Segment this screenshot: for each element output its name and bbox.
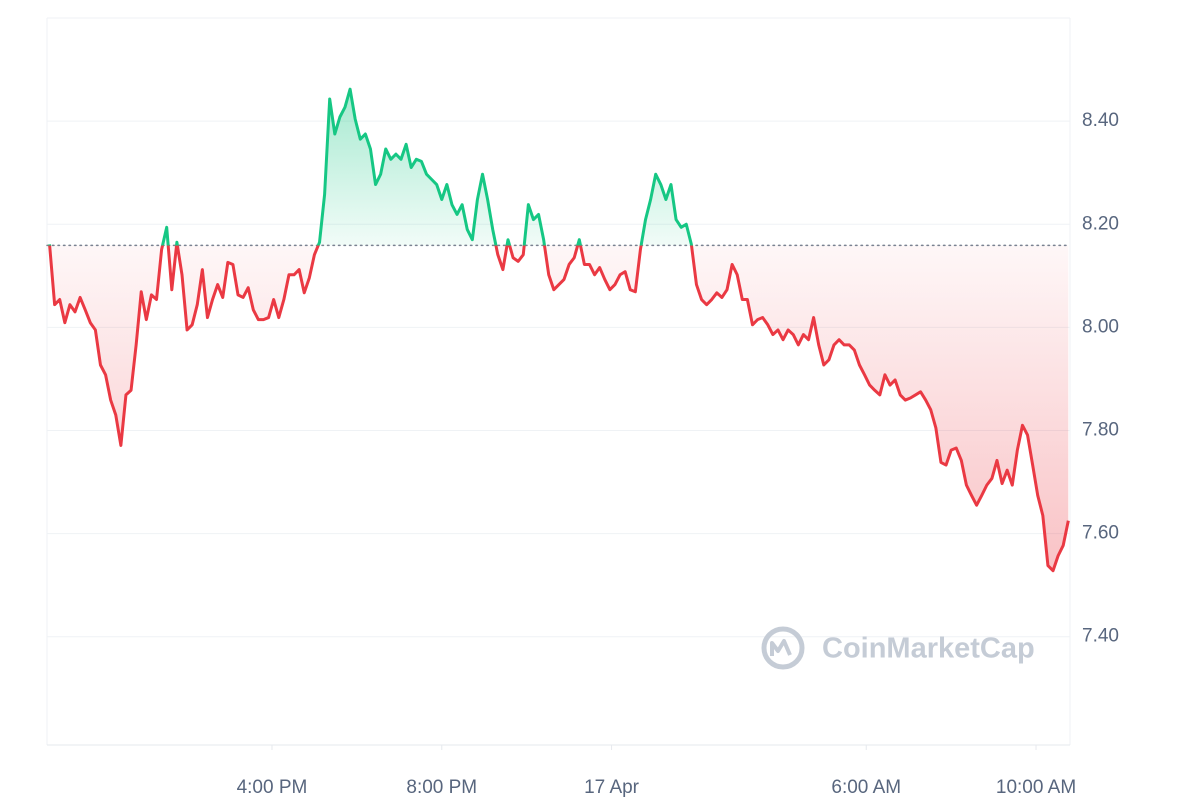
watermark-logo [761,626,805,670]
y-tick-label: 7.60 [1082,523,1119,544]
x-tick-label: 4:00 PM [237,777,308,798]
area-fill [49,89,1069,571]
price-line [48,87,1070,573]
x-tick-label: 17 Apr [584,777,640,798]
y-tick-label: 8.00 [1082,316,1119,337]
y-tick-label: 8.20 [1082,213,1119,234]
watermark-text: CoinMarketCap [822,633,1035,665]
y-tick-label: 7.80 [1082,419,1119,440]
y-tick-label: 7.40 [1082,626,1119,647]
watermark: CoinMarketCap [761,626,1035,670]
x-tick-label: 10:00 AM [996,777,1076,798]
x-tick-label: 8:00 PM [406,777,477,798]
y-tick-label: 8.40 [1082,110,1119,131]
x-tick-label: 6:00 AM [831,777,901,798]
watermark-logo-mark [770,639,792,656]
